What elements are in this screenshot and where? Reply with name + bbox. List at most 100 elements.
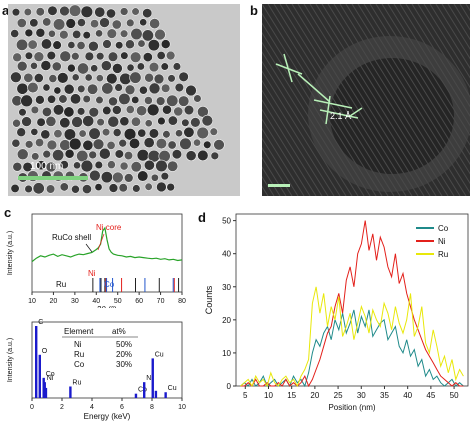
nanoparticle [53,86,62,95]
nanoparticle [201,114,214,127]
nanoparticle [131,95,140,105]
lattice-fringe [423,4,470,79]
nanoparticle [148,82,161,95]
nanoparticle [45,115,57,127]
profile-x-tick-label: 40 [403,391,412,400]
eds-peak [151,358,154,398]
nanoparticle [30,61,38,70]
nanoparticle [86,83,99,95]
lattice-fringe [357,4,470,185]
nanoparticle [196,126,209,140]
nanoparticle [107,115,120,128]
nanoparticle [94,183,103,192]
nanoparticle [16,60,28,72]
nanoparticle [12,52,22,63]
eds-peak-label: Cu [155,351,164,358]
nanoparticle [156,51,166,61]
nanoparticle [210,151,220,161]
nanoparticle [106,28,118,39]
nanoparticle [40,38,53,50]
lattice-fringe [333,4,455,196]
nanoparticle [101,128,111,137]
nanoparticle [52,149,65,162]
eds-table-header-element: Element [64,327,94,336]
profile-x-tick-label: 15 [287,391,296,400]
nanoparticle [203,140,212,149]
nanoparticle [24,28,34,38]
xrd-reference-label-ru: Ru [56,280,66,289]
nanoparticle [84,73,93,82]
xrd-x-tick-label: 80 [178,298,186,305]
eds-x-tick-label: 6 [120,404,124,411]
nanoparticle [173,106,184,117]
nanoparticle [108,96,118,107]
nanoparticle [94,6,106,18]
nanoparticle [48,29,56,38]
nanoparticle [57,72,69,84]
nanoparticle [112,128,122,137]
nanoparticle [45,184,56,194]
xrd-reference-label-ni: Ni [88,269,96,278]
lattice-spacing-label: 2.1 Å [330,111,352,121]
nanoparticle [59,182,69,192]
fringe-marker [319,109,359,119]
profile-x-tick-label: 5 [243,391,248,400]
nanoparticle [167,140,177,150]
lattice-fringe [369,4,470,165]
lattice-fringe [297,4,419,196]
lattice-fringe [381,4,470,146]
nanoparticle [130,161,142,173]
nanoparticle [30,105,40,115]
nanoparticle [15,38,29,51]
nanoparticle [77,18,86,27]
eds-x-tick-label: 4 [90,404,94,411]
nanoparticle [102,105,112,116]
nanoparticle [59,160,69,170]
nanoparticle [146,103,160,117]
nanoparticle [167,74,176,83]
nanoparticle [111,19,122,30]
nanoparticle [59,30,69,40]
nanoparticle [76,41,86,50]
fringe-marker [297,73,331,103]
eds-table-cell-element: Co [74,360,85,369]
fringe-marker [349,107,363,117]
lattice-fringe [262,108,317,196]
profile-x-axis-label: Position (nm) [328,403,375,412]
nanoparticle [95,52,105,61]
eds-table-header-at: at% [112,327,126,336]
nanoparticle [118,92,131,106]
lattice-fringe [262,89,329,196]
profile-x-tick-label: 45 [426,391,435,400]
nanoparticle [119,7,129,16]
eds-peak [44,387,48,398]
nanoparticle [40,60,52,71]
nanoparticle [181,118,190,127]
lattice-fringe [262,51,353,196]
profile-y-tick-label: 10 [222,349,231,358]
nanoparticle [35,95,45,105]
lattice-fringe [321,4,443,196]
legend-label-ru: Ru [438,250,448,259]
nanoparticle [90,19,100,29]
lattice-fringe [262,22,371,196]
nanoparticle [82,139,94,151]
nanoparticle [138,85,148,95]
eds-peak [154,390,158,398]
nanoparticle [76,107,86,116]
eds-table-cell-element: Ni [74,340,82,349]
xrd-chart: 10 20 30 40 50 60 70 80 2θ (°) Intensity (a.u.) Ru… [7,213,186,308]
nanoparticle [131,7,140,16]
nanoparticle [80,5,94,19]
lattice-fringe [339,4,461,196]
nanoparticle [161,83,171,93]
xrd-x-tick-label: 50 [114,298,122,305]
nanoparticle [47,5,58,16]
eds-x-tick-label: 0 [30,404,34,411]
nanoparticle [12,161,23,172]
nanoparticle [45,161,57,173]
eds-peak-label: Ni [146,375,153,382]
nanoparticle [129,71,142,84]
eds-plot-frame [31,321,183,399]
lattice-fringe [375,4,470,156]
